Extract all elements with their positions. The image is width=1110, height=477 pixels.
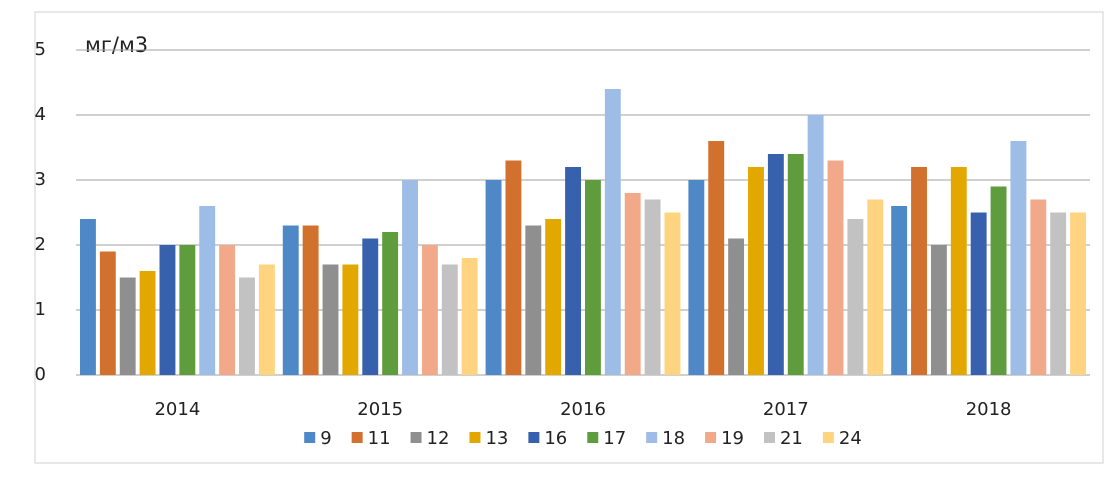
bar <box>827 160 844 375</box>
legend-swatch <box>304 432 316 443</box>
legend-label: 18 <box>662 428 685 449</box>
bar <box>1030 199 1047 375</box>
bar <box>624 193 641 375</box>
legend-label: 21 <box>780 428 803 449</box>
y-tick-label: 3 <box>35 169 46 190</box>
bar <box>1050 212 1067 375</box>
legend-label: 11 <box>368 428 391 449</box>
bar <box>930 245 947 375</box>
bar <box>688 180 705 375</box>
bar <box>199 206 216 375</box>
y-tick-label: 2 <box>35 234 46 255</box>
bar <box>99 251 116 375</box>
legend-swatch <box>763 432 775 443</box>
legend-swatch <box>646 432 658 443</box>
bar <box>79 219 96 375</box>
bar <box>891 206 908 375</box>
bar <box>584 180 601 375</box>
bar <box>807 115 824 375</box>
x-tick-label: 2014 <box>154 399 200 420</box>
bar <box>767 154 784 375</box>
bar <box>159 245 176 375</box>
bar <box>179 245 196 375</box>
bar <box>545 219 562 375</box>
x-tick-label: 2018 <box>966 399 1012 420</box>
bar <box>219 245 236 375</box>
legend-label: 9 <box>320 428 331 449</box>
bar <box>867 199 884 375</box>
bar <box>282 225 299 375</box>
y-tick-label: 4 <box>35 104 46 125</box>
bar <box>911 167 927 375</box>
y-tick-label: 0 <box>35 364 46 385</box>
bar <box>787 154 804 375</box>
bar <box>402 180 418 375</box>
bar <box>748 167 764 375</box>
legend-label: 24 <box>839 428 862 449</box>
bar <box>342 264 359 375</box>
bar <box>485 180 502 375</box>
bar <box>664 212 681 375</box>
bar <box>239 277 255 375</box>
bar <box>1070 212 1087 375</box>
legend-swatch <box>587 432 599 443</box>
bar <box>421 245 438 375</box>
bar <box>302 225 319 375</box>
legend-label: 19 <box>721 428 744 449</box>
bar <box>847 219 864 375</box>
legend-swatch <box>822 432 834 443</box>
bar <box>119 277 136 375</box>
x-tick-label: 2015 <box>357 399 403 420</box>
legend-swatch <box>351 432 363 443</box>
bar <box>258 264 275 375</box>
bar <box>728 238 745 375</box>
legend-swatch <box>705 432 717 443</box>
bar <box>362 238 379 375</box>
bar <box>382 232 399 375</box>
bar <box>461 258 478 375</box>
legend-swatch <box>469 432 481 443</box>
legend-label: 13 <box>485 428 508 449</box>
bar <box>604 89 621 375</box>
bar <box>950 167 967 375</box>
bar <box>565 167 582 375</box>
bar <box>525 225 542 375</box>
legend-swatch <box>410 432 422 443</box>
bar <box>970 212 987 375</box>
bar <box>441 264 458 375</box>
bar <box>322 264 339 375</box>
bar <box>990 186 1007 375</box>
legend-label: 16 <box>544 428 567 449</box>
x-tick-label: 2016 <box>560 399 606 420</box>
bar <box>708 141 725 375</box>
bar <box>505 160 522 375</box>
bar <box>139 271 156 375</box>
legend-label: 12 <box>427 428 450 449</box>
bar <box>644 199 661 375</box>
x-tick-label: 2017 <box>763 399 809 420</box>
y-tick-label: 1 <box>35 299 46 320</box>
legend-swatch <box>528 432 540 443</box>
legend-label: 17 <box>603 428 626 449</box>
bar <box>1010 141 1027 375</box>
y-tick-label: 5 <box>35 39 46 60</box>
unit-label: мг/м3 <box>85 33 148 57</box>
